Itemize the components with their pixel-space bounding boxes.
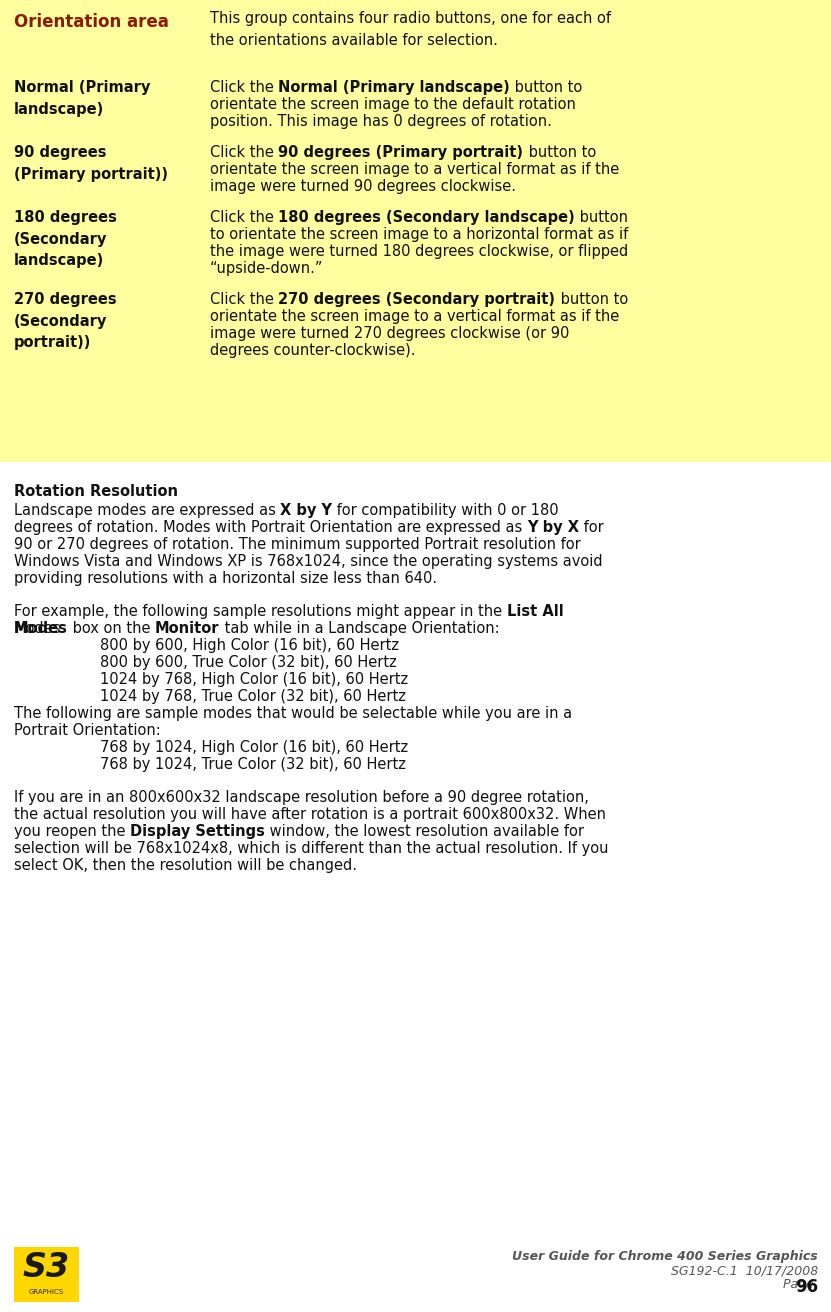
Text: X by Y: X by Y	[281, 502, 332, 518]
Text: 90 degrees
(Primary portrait)): 90 degrees (Primary portrait))	[14, 146, 168, 181]
Text: selection will be 768x1024x8, which is different than the actual resolution. If : selection will be 768x1024x8, which is d…	[14, 841, 608, 855]
Text: orientate the screen image to a vertical format as if the: orientate the screen image to a vertical…	[210, 310, 619, 324]
Text: Click the: Click the	[210, 210, 278, 224]
Text: to orientate the screen image to a horizontal format as if: to orientate the screen image to a horiz…	[210, 227, 628, 241]
Text: If you are in an 800x600x32 landscape resolution before a 90 degree rotation,: If you are in an 800x600x32 landscape re…	[14, 790, 589, 806]
Text: degrees counter-clockwise).: degrees counter-clockwise).	[210, 342, 416, 358]
Text: 768 by 1024, True Color (32 bit), 60 Hertz: 768 by 1024, True Color (32 bit), 60 Her…	[100, 757, 406, 771]
Text: button to: button to	[555, 293, 627, 307]
Text: orientate the screen image to a vertical format as if the: orientate the screen image to a vertical…	[210, 161, 619, 177]
Text: 270 degrees
(Secondary
portrait)): 270 degrees (Secondary portrait))	[14, 293, 116, 350]
Text: 800 by 600, High Color (16 bit), 60 Hertz: 800 by 600, High Color (16 bit), 60 Hert…	[100, 638, 399, 653]
Text: Monitor: Monitor	[155, 621, 219, 636]
Text: Windows Vista and Windows XP is 768x1024, since the operating systems avoid: Windows Vista and Windows XP is 768x1024…	[14, 554, 602, 569]
Text: tab while in a Landscape Orientation:: tab while in a Landscape Orientation:	[219, 621, 499, 636]
Text: Portrait Orientation:: Portrait Orientation:	[14, 723, 160, 737]
Text: 1024 by 768, High Color (16 bit), 60 Hertz: 1024 by 768, High Color (16 bit), 60 Her…	[100, 672, 408, 687]
FancyBboxPatch shape	[0, 62, 831, 462]
Text: “upside-down.”: “upside-down.”	[210, 261, 323, 276]
Text: 90 or 270 degrees of rotation. The minimum supported Portrait resolution for: 90 or 270 degrees of rotation. The minim…	[14, 537, 581, 552]
Text: button: button	[575, 210, 628, 224]
Text: Y by X: Y by X	[527, 520, 579, 535]
Text: for: for	[579, 520, 603, 535]
Text: 90 degrees (Primary portrait): 90 degrees (Primary portrait)	[278, 146, 524, 160]
Text: Page: Page	[784, 1278, 818, 1291]
Text: degrees of rotation. Modes with Portrait Orientation are expressed as: degrees of rotation. Modes with Portrait…	[14, 520, 527, 535]
Text: window, the lowest resolution available for: window, the lowest resolution available …	[265, 824, 584, 838]
Text: GRAPHICS: GRAPHICS	[29, 1288, 64, 1295]
Text: you reopen the: you reopen the	[14, 824, 130, 838]
Text: Orientation area: Orientation area	[14, 13, 169, 31]
FancyBboxPatch shape	[14, 1246, 79, 1302]
Text: image were turned 90 degrees clockwise.: image were turned 90 degrees clockwise.	[210, 178, 516, 194]
Text: Click the: Click the	[210, 80, 278, 94]
Text: Modes: Modes	[14, 621, 68, 636]
Text: The following are sample modes that would be selectable while you are in a: The following are sample modes that woul…	[14, 706, 572, 722]
Text: Click the: Click the	[210, 293, 278, 307]
FancyBboxPatch shape	[0, 0, 831, 62]
Text: Rotation Resolution: Rotation Resolution	[14, 484, 178, 499]
Text: 1024 by 768, True Color (32 bit), 60 Hertz: 1024 by 768, True Color (32 bit), 60 Her…	[100, 689, 406, 705]
Text: orientate the screen image to the default rotation: orientate the screen image to the defaul…	[210, 97, 576, 112]
Text: Landscape modes are expressed as: Landscape modes are expressed as	[14, 502, 281, 518]
Text: For example, the following sample resolutions might appear in the: For example, the following sample resolu…	[14, 604, 507, 619]
Text: S3: S3	[23, 1252, 70, 1284]
Text: 270 degrees (Secondary portrait): 270 degrees (Secondary portrait)	[278, 293, 555, 307]
Text: Click the: Click the	[210, 146, 278, 160]
Text: Display Settings: Display Settings	[130, 824, 265, 838]
Text: box on the: box on the	[68, 621, 155, 636]
Text: Normal (Primary landscape): Normal (Primary landscape)	[278, 80, 510, 94]
Text: button to: button to	[510, 80, 583, 94]
Text: providing resolutions with a horizontal size less than 640.: providing resolutions with a horizontal …	[14, 571, 437, 586]
Text: select OK, then the resolution will be changed.: select OK, then the resolution will be c…	[14, 858, 357, 872]
Text: the image were turned 180 degrees clockwise, or flipped: the image were turned 180 degrees clockw…	[210, 244, 628, 258]
Text: button to: button to	[524, 146, 596, 160]
Text: SG192-C.1  10/17/2008: SG192-C.1 10/17/2008	[671, 1263, 818, 1277]
Text: 96: 96	[795, 1278, 818, 1296]
Text: for compatibility with 0 or 180: for compatibility with 0 or 180	[332, 502, 559, 518]
Text: This group contains four radio buttons, one for each of
the orientations availab: This group contains four radio buttons, …	[210, 10, 611, 49]
Text: List All: List All	[507, 604, 563, 619]
Text: Normal (Primary
landscape): Normal (Primary landscape)	[14, 80, 150, 117]
Text: 800 by 600, True Color (32 bit), 60 Hertz: 800 by 600, True Color (32 bit), 60 Hert…	[100, 655, 396, 670]
Text: the actual resolution you will have after rotation is a portrait 600x800x32. Whe: the actual resolution you will have afte…	[14, 807, 606, 823]
Text: position. This image has 0 degrees of rotation.: position. This image has 0 degrees of ro…	[210, 114, 552, 129]
Text: 180 degrees
(Secondary
landscape): 180 degrees (Secondary landscape)	[14, 210, 117, 268]
Text: 768 by 1024, High Color (16 bit), 60 Hertz: 768 by 1024, High Color (16 bit), 60 Her…	[100, 740, 408, 754]
Text: 180 degrees (Secondary landscape): 180 degrees (Secondary landscape)	[278, 210, 575, 224]
Text: Modes: Modes	[14, 621, 61, 636]
Text: image were turned 270 degrees clockwise (or 90: image were turned 270 degrees clockwise …	[210, 325, 569, 341]
Text: User Guide for Chrome 400 Series Graphics: User Guide for Chrome 400 Series Graphic…	[512, 1250, 818, 1263]
